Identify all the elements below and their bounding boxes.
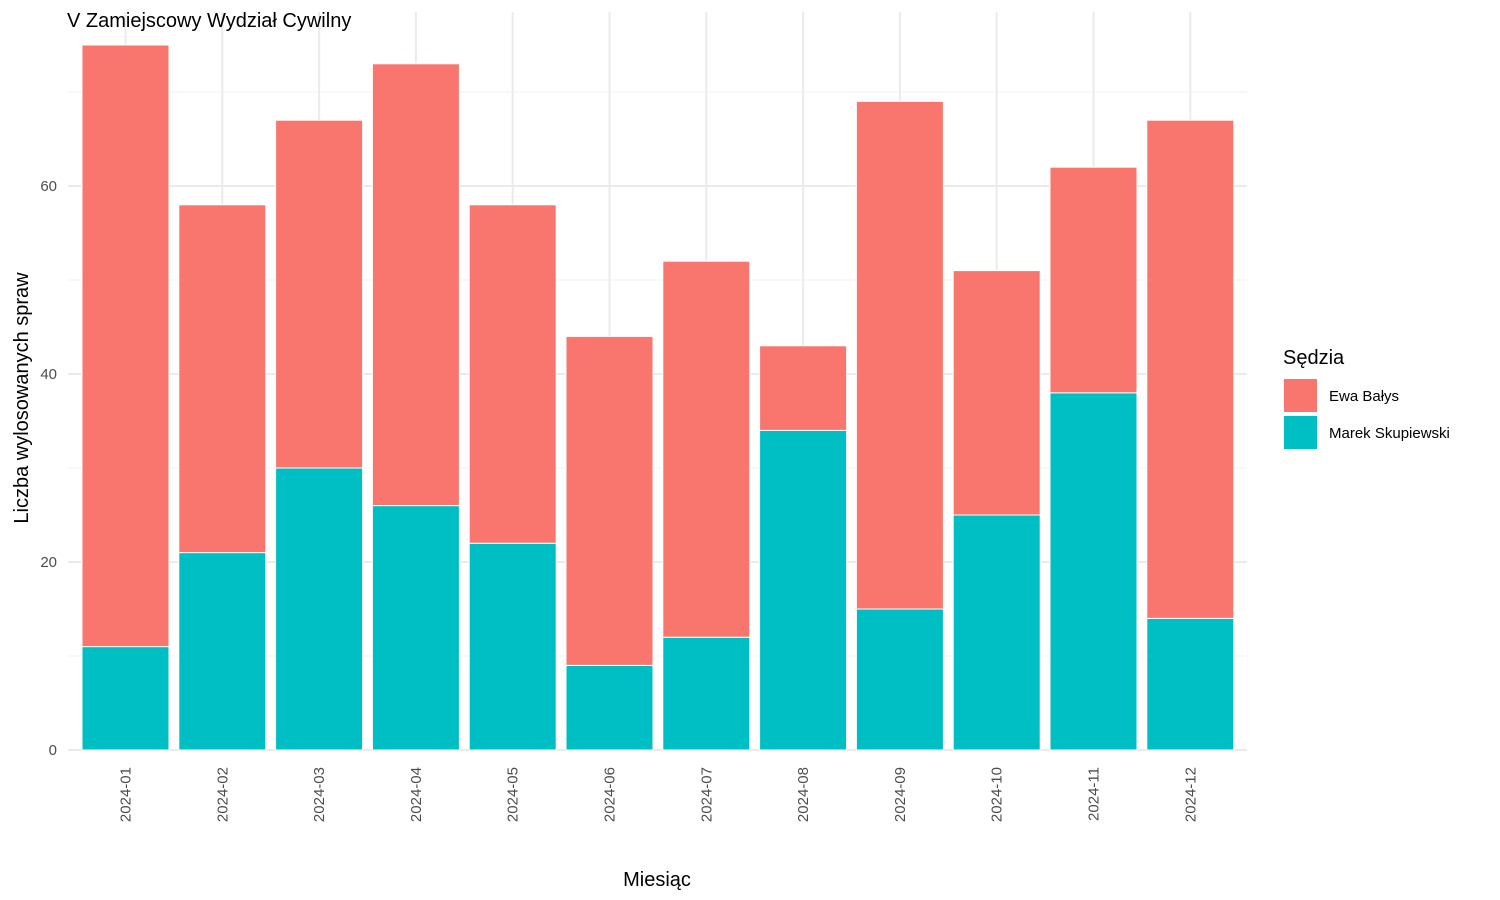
x-tick-label: 2024-11 [1086,767,1103,821]
bar-marek-skupiewski-2024-05 [468,542,557,751]
x-tick-label: 2024-05 [505,767,522,822]
x-tick-label: 2024-09 [892,767,909,822]
bar-ewa-ba-ys-2024-06 [565,335,654,666]
x-tick-label: 2024-12 [1182,767,1199,822]
chart-title: V Zamiejscowy Wydział Cywilny [67,10,351,32]
bar-ewa-ba-ys-2024-04 [371,63,460,507]
bar-marek-skupiewski-2024-12 [1146,617,1235,751]
bars [81,44,1235,751]
bar-marek-skupiewski-2024-11 [1049,392,1138,751]
x-tick-label: 2024-04 [408,767,425,822]
x-axis-title: Miesiąc [623,869,691,891]
legend-label: Ewa Bałys [1329,388,1399,405]
bar-marek-skupiewski-2024-09 [855,608,944,751]
bar-ewa-ba-ys-2024-03 [275,119,364,469]
legend-items: Ewa Bałys Marek Skupiewski [1284,379,1450,449]
bar-marek-skupiewski-2024-06 [565,664,654,751]
bar-marek-skupiewski-2024-10 [952,514,1041,751]
bar-marek-skupiewski-2024-01 [81,646,170,751]
bar-ewa-ba-ys-2024-11 [1049,166,1138,394]
bar-marek-skupiewski-2024-07 [662,636,751,751]
bar-ewa-ba-ys-2024-12 [1146,119,1235,619]
y-tick-label: 60 [40,178,57,195]
bar-ewa-ba-ys-2024-07 [662,260,751,638]
y-tick-label: 0 [49,742,57,759]
bar-ewa-ba-ys-2024-01 [81,44,170,648]
bar-ewa-ba-ys-2024-10 [952,270,1041,516]
x-tick-label: 2024-03 [311,767,328,822]
legend-swatch [1284,416,1317,449]
bar-marek-skupiewski-2024-03 [275,467,364,751]
x-tick-label: 2024-07 [698,767,715,822]
x-tick-label: 2024-10 [989,767,1006,822]
x-tick-label: 2024-02 [214,767,231,822]
legend: Sędzia Ewa Bałys Marek Skupiewski [1283,347,1450,449]
y-tick-label: 40 [40,366,57,383]
x-tick-labels: 2024-01 2024-02 2024-03 2024-04 2024-05 2024-… [118,767,1200,822]
bar-marek-skupiewski-2024-04 [371,505,460,751]
x-tick-label: 2024-08 [795,767,812,822]
x-tick-label: 2024-06 [602,767,619,822]
legend-swatch [1284,379,1317,412]
y-axis-title: Liczba wylosowanych spraw [11,272,33,524]
y-tick-labels: 0 20 40 60 [40,178,57,759]
bar-ewa-ba-ys-2024-09 [855,100,944,610]
x-tick-label: 2024-01 [118,767,135,822]
bar-marek-skupiewski-2024-08 [759,429,848,751]
bar-ewa-ba-ys-2024-02 [178,204,267,554]
bar-ewa-ba-ys-2024-05 [468,204,557,544]
bar-ewa-ba-ys-2024-08 [759,345,848,431]
legend-label: Marek Skupiewski [1329,425,1450,442]
y-tick-label: 20 [40,554,57,571]
bar-marek-skupiewski-2024-02 [178,552,267,751]
legend-title: Sędzia [1283,347,1345,369]
